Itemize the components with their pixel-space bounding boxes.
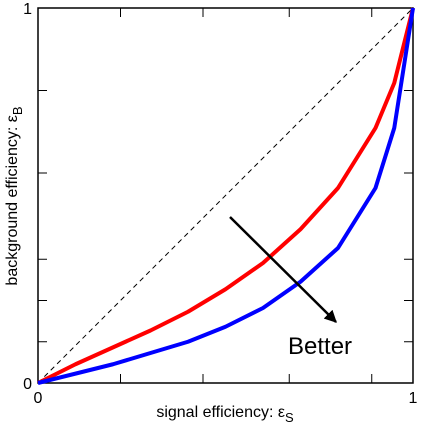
x-tick-label: 1 [409, 390, 418, 407]
x-label-main: signal efficiency: ε [156, 404, 285, 421]
y-label-main: background efficiency: ε [4, 115, 21, 286]
x-label-sub: S [285, 410, 294, 425]
plot-frame [37, 7, 414, 384]
curve [37, 7, 415, 385]
reference-line [37, 7, 414, 384]
annotation: Better [288, 333, 352, 360]
y-tick-label: 1 [23, 1, 32, 18]
x-axis-label: signal efficiency: εS [156, 404, 294, 425]
y-axis-label: background efficiency: εB [4, 106, 25, 285]
y-label-sub: B [10, 106, 25, 115]
y-tick-label: 0 [23, 376, 32, 393]
curve [37, 7, 415, 385]
plot-area: 0 1 0 1 [23, 1, 417, 407]
arrow [229, 216, 337, 323]
x-tick-label: 0 [34, 390, 43, 407]
